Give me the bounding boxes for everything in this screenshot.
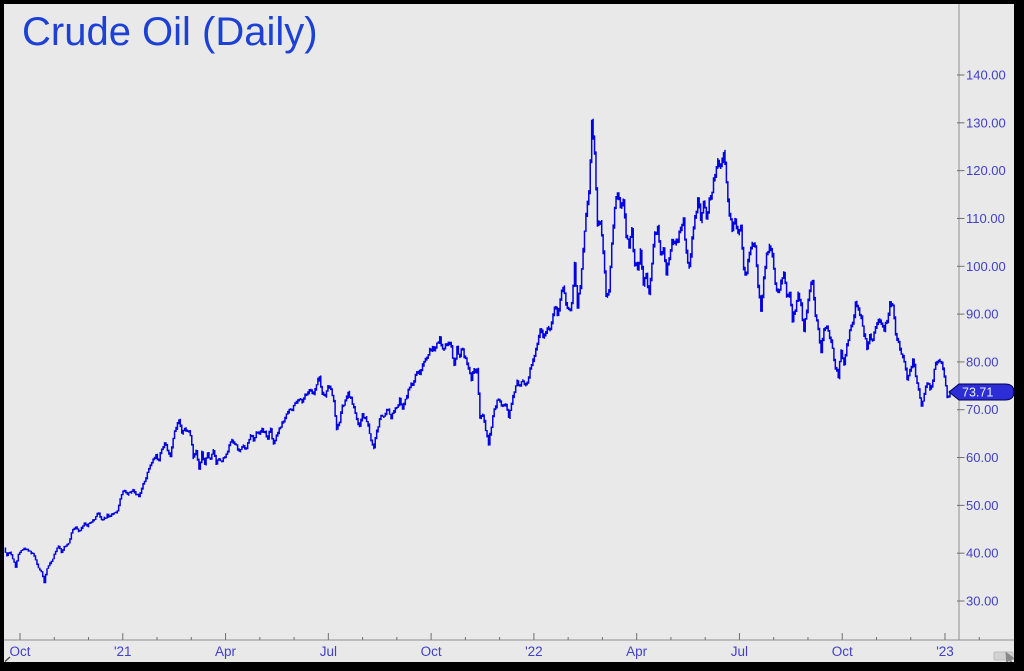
y-axis-label: 50.00 bbox=[966, 498, 999, 513]
y-axis-label: 130.00 bbox=[966, 115, 1006, 130]
x-axis-label: Oct bbox=[9, 644, 30, 659]
mouse-cursor-icon bbox=[1005, 651, 1014, 662]
y-axis-label: 110.00 bbox=[966, 211, 1005, 226]
x-axis-label: '23 bbox=[936, 644, 954, 659]
x-axis-label: Oct bbox=[832, 644, 853, 659]
chart-canvas[interactable]: 140.00 130.00 120.00 110.00 100.00 90.00 80.00… bbox=[4, 4, 1014, 662]
y-axis-label: 40.00 bbox=[966, 546, 999, 561]
y-axis-label: 30.00 bbox=[966, 594, 999, 609]
y-axis-label: 120.00 bbox=[966, 163, 1006, 178]
x-axis-label: Jul bbox=[731, 644, 748, 659]
axis-labels: 140.00 130.00 120.00 110.00 100.00 90.00 80.00… bbox=[9, 68, 1005, 660]
chart-title: Crude Oil (Daily) bbox=[22, 10, 318, 54]
x-axis-label: '21 bbox=[114, 644, 132, 659]
x-axis-label: Oct bbox=[421, 644, 442, 659]
price-tag-shape bbox=[948, 383, 1015, 401]
y-axis-label: 100.00 bbox=[966, 259, 1006, 274]
x-axis-label: Apr bbox=[215, 644, 237, 659]
price-tag-value: 73.71 bbox=[962, 385, 993, 399]
y-axis-label: 60.00 bbox=[966, 450, 999, 465]
corner-mark bbox=[4, 656, 11, 662]
price-series bbox=[4, 118, 951, 584]
axes bbox=[4, 4, 1014, 641]
x-axis-label: Apr bbox=[626, 644, 648, 659]
x-axis-label: '22 bbox=[525, 644, 543, 659]
y-axis-label: 70.00 bbox=[966, 402, 999, 417]
last-price-tag: 73.71 bbox=[948, 383, 1015, 401]
y-axis-label: 140.00 bbox=[966, 68, 1006, 83]
y-axis-label: 90.00 bbox=[966, 307, 999, 322]
x-axis-label: Jul bbox=[320, 644, 337, 659]
y-axis-label: 80.00 bbox=[966, 354, 999, 369]
chart-window: 140.00 130.00 120.00 110.00 100.00 90.00 80.00… bbox=[4, 4, 1015, 662]
price-bars bbox=[4, 118, 951, 584]
